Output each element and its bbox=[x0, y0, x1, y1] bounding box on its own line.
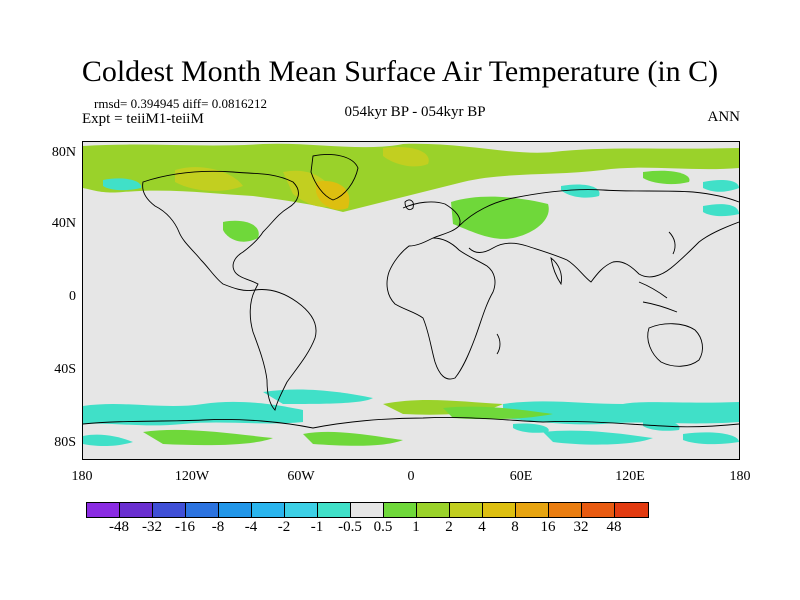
colorbar-label: 8 bbox=[511, 519, 519, 535]
lon-label-120e: 120E bbox=[615, 469, 645, 484]
season-label: ANN bbox=[707, 109, 741, 125]
colorbar-swatch bbox=[549, 503, 582, 517]
colorbar-swatch bbox=[285, 503, 318, 517]
period-label: 054kyr BP - 054kyr BP bbox=[344, 104, 486, 120]
lat-label-40n: 40N bbox=[51, 216, 76, 231]
colorbar-label: 32 bbox=[573, 519, 589, 535]
colorbar-swatch bbox=[582, 503, 615, 517]
map-title: Coldest Month Mean Surface Air Temperatu… bbox=[81, 55, 719, 88]
colorbar-label: -48 bbox=[109, 519, 129, 535]
colorbar-label: 16 bbox=[540, 519, 556, 535]
anomaly-patches bbox=[83, 143, 739, 446]
colorbar-swatch bbox=[153, 503, 186, 517]
experiment-label: Expt = teiiM1-teiiM bbox=[82, 111, 204, 127]
lon-label-0: 0 bbox=[407, 469, 415, 484]
lon-label-120w: 120W bbox=[174, 469, 210, 484]
colorbar-label: -4 bbox=[244, 519, 258, 535]
lat-label-40s: 40S bbox=[54, 362, 76, 377]
colorbar-swatch bbox=[450, 503, 483, 517]
colorbar-swatch bbox=[186, 503, 219, 517]
lon-label-60w: 60W bbox=[287, 469, 315, 484]
lat-label-eq: 0 bbox=[69, 289, 76, 304]
lon-label-180e: 180 bbox=[729, 469, 751, 484]
colorbar-label: 2 bbox=[445, 519, 453, 535]
colorbar-swatch bbox=[615, 503, 648, 517]
colorbar-label: 1 bbox=[412, 519, 420, 535]
colorbar-swatch bbox=[516, 503, 549, 517]
coastlines bbox=[83, 154, 739, 429]
temperature-map bbox=[82, 141, 740, 460]
colorbar-swatch bbox=[318, 503, 351, 517]
colorbar-label: -0.5 bbox=[338, 519, 362, 535]
colorbar-swatch bbox=[417, 503, 450, 517]
colorbar-label: -1 bbox=[310, 519, 324, 535]
colorbar-label: 0.5 bbox=[373, 519, 393, 535]
lat-label-80s: 80S bbox=[54, 435, 76, 450]
colorbar-label: -2 bbox=[277, 519, 291, 535]
colorbar-label: -16 bbox=[175, 519, 195, 535]
colorbar-swatch bbox=[252, 503, 285, 517]
lon-label-180w: 180 bbox=[71, 469, 93, 484]
colorbar-swatch bbox=[351, 503, 384, 517]
colorbar-label: -8 bbox=[211, 519, 225, 535]
lon-label-60e: 60E bbox=[509, 469, 533, 484]
colorbar-label: 48 bbox=[606, 519, 622, 535]
colorbar-swatch bbox=[120, 503, 153, 517]
stats-text: rmsd= 0.394945 diff= 0.0816212 bbox=[94, 96, 267, 111]
colorbar-swatch bbox=[219, 503, 252, 517]
colorbar bbox=[86, 502, 649, 518]
colorbar-label: -32 bbox=[142, 519, 162, 535]
colorbar-swatch bbox=[87, 503, 120, 517]
colorbar-swatch bbox=[384, 503, 417, 517]
colorbar-swatch bbox=[483, 503, 516, 517]
lat-label-80n: 80N bbox=[51, 145, 76, 160]
colorbar-label: 4 bbox=[478, 519, 486, 535]
map-svg bbox=[83, 143, 739, 446]
